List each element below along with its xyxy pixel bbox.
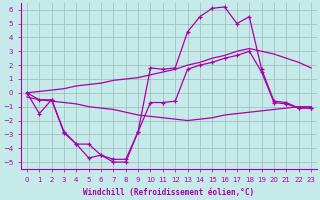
X-axis label: Windchill (Refroidissement éolien,°C): Windchill (Refroidissement éolien,°C) (84, 188, 255, 197)
